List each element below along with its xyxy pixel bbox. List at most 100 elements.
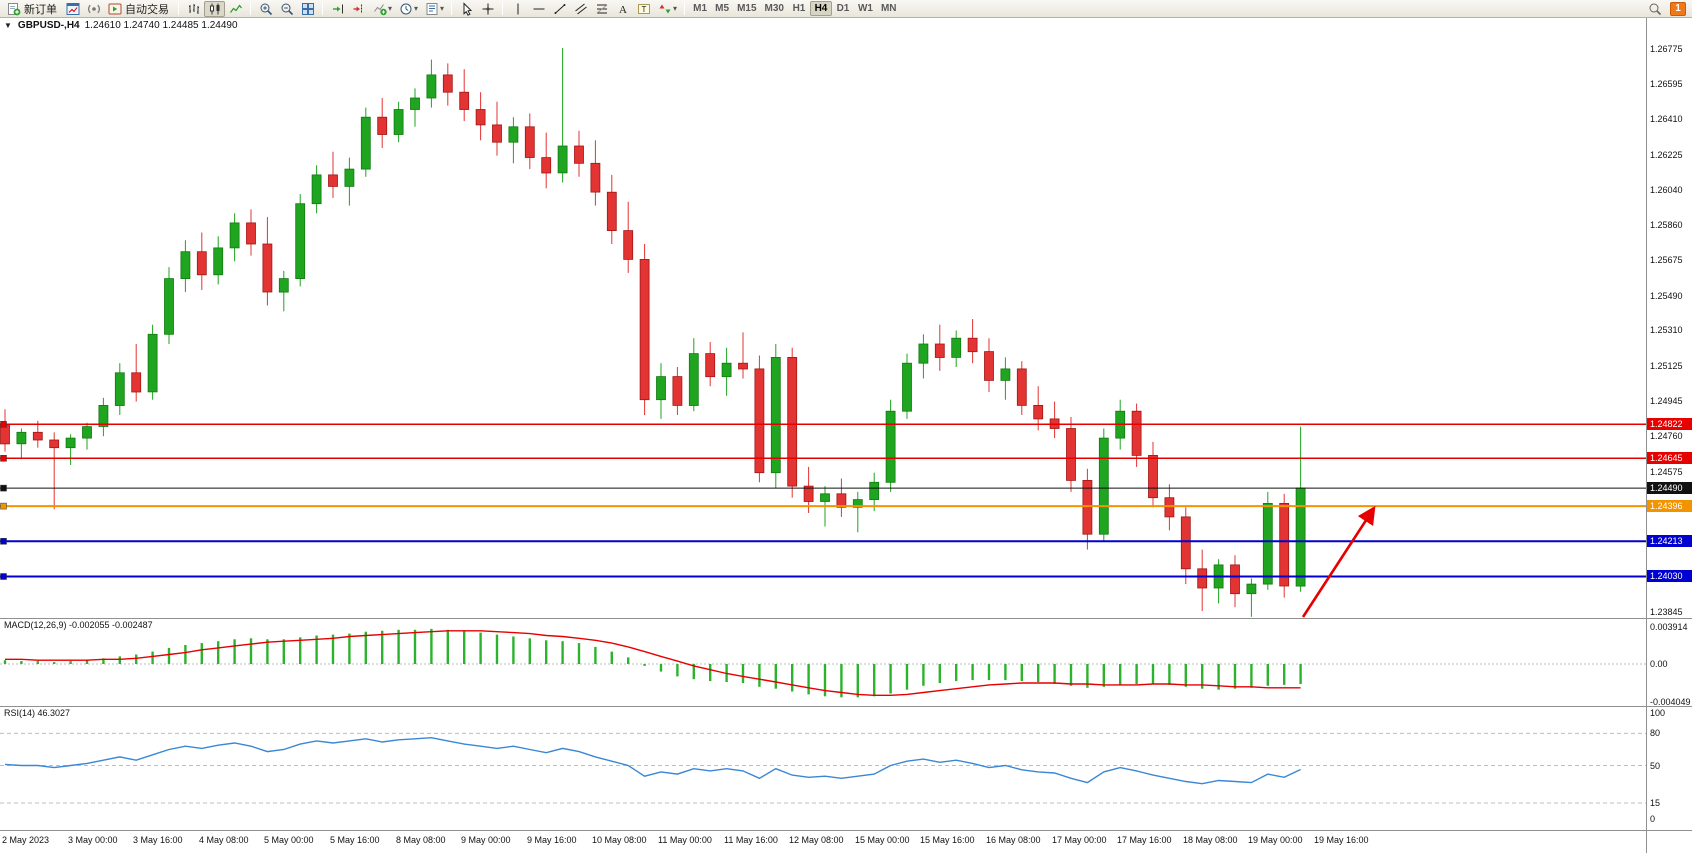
time-axis[interactable]: 2 May 2023 3 May 00:00 3 May 16:00 4 May 08… [0, 831, 1692, 853]
svg-text:T: T [641, 4, 646, 13]
candlestick-chart-button[interactable] [204, 0, 225, 17]
price-line-badge: 1.24213 [1647, 535, 1692, 547]
tile-windows-button[interactable] [297, 1, 318, 17]
trendline-button[interactable] [549, 1, 570, 17]
tf-h4-button[interactable]: H4 [809, 1, 832, 16]
tf-m15-button[interactable]: M15 [733, 1, 760, 16]
dropdown-arrow-icon: ▾ [414, 4, 419, 13]
macd-axis[interactable]: 0.003914 0.00 -0.004049 [1646, 619, 1692, 707]
new-order-button[interactable]: 新订单 [3, 1, 62, 17]
search-button[interactable] [1644, 1, 1665, 17]
vertical-line-icon [510, 2, 525, 16]
bar-chart-button[interactable] [183, 1, 204, 17]
shapes-icon [657, 2, 672, 16]
time-axis-label: 2 May 2023 [2, 835, 50, 845]
price-axis-label: 1.23845 [1650, 607, 1683, 617]
time-axis-label: 3 May 00:00 [68, 835, 118, 845]
charts-button[interactable] [62, 1, 83, 17]
horizontal-line-button[interactable] [528, 1, 549, 17]
time-axis-label: 19 May 16:00 [1314, 835, 1369, 845]
price-axis-label: 1.26595 [1650, 79, 1683, 89]
arrows-button[interactable]: ▾ [654, 1, 680, 17]
experts-button[interactable] [83, 1, 104, 17]
toolbar-separator [502, 2, 504, 15]
channel-button[interactable] [570, 1, 591, 17]
tile-windows-icon [300, 2, 315, 16]
toolbar-separator [684, 2, 686, 15]
text-icon: A [615, 2, 630, 16]
tf-h1-button-label: H1 [792, 3, 806, 14]
time-axis-label: 9 May 16:00 [527, 835, 577, 845]
text-label-icon: T [636, 2, 651, 16]
tf-mn-button[interactable]: MN [877, 1, 901, 16]
price-axis[interactable]: 1.26775 1.26595 1.26410 1.26225 1.26040 1.258… [1646, 18, 1692, 618]
tf-m5-button-label: M5 [715, 3, 730, 14]
time-axis-corner [1646, 831, 1692, 853]
macd-svg[interactable] [0, 619, 1646, 707]
chart-shift-button[interactable] [348, 1, 369, 17]
rsi-axis-label: 0 [1650, 814, 1656, 824]
zoom-in-button[interactable] [255, 1, 276, 17]
svg-text:A: A [619, 4, 627, 16]
macd-axis-label: 0.003914 [1650, 622, 1688, 632]
trendline-icon [552, 2, 567, 16]
time-axis-label: 5 May 16:00 [330, 835, 380, 845]
toolbar: 新订单 自动交易 ▾ ▾ ▾ A T ▾ M1 M5 M15 M30 H1 H4 D1 W1 MN 1 [0, 0, 1692, 18]
chart-ohlc-title: ▼ GBPUSD-,H4 1.24610 1.24740 1.24485 1.2… [4, 20, 238, 31]
time-axis-label: 3 May 16:00 [133, 835, 183, 845]
time-axis-label: 18 May 08:00 [1183, 835, 1238, 845]
text-label-button[interactable]: T [633, 1, 654, 17]
rsi-panel: RSI(14) 46.3027 100 80 50 15 0 [0, 707, 1692, 831]
price-axis-label: 1.25675 [1650, 255, 1683, 265]
autotrading-button[interactable]: 自动交易 [104, 1, 174, 17]
auto-scroll-button[interactable] [327, 1, 348, 17]
tf-m1-button[interactable]: M1 [689, 1, 711, 16]
tf-h1-button[interactable]: H1 [788, 1, 810, 16]
channel-icon [573, 2, 588, 16]
template-icon [424, 2, 439, 16]
templates-button[interactable]: ▾ [421, 1, 447, 17]
price-axis-label: 1.26775 [1650, 44, 1683, 54]
tf-m15-button-label: M15 [737, 3, 757, 14]
crosshair-button[interactable] [477, 1, 498, 17]
cursor-icon [459, 1, 474, 16]
rsi-axis[interactable]: 100 80 50 15 0 [1646, 707, 1692, 830]
rsi-axis-label: 80 [1650, 728, 1661, 738]
time-axis-label: 16 May 08:00 [986, 835, 1041, 845]
fibonacci-button[interactable] [591, 1, 612, 17]
tf-w1-button-label: W1 [857, 3, 873, 14]
time-axis-label: 11 May 16:00 [724, 835, 778, 845]
price-chart-svg[interactable] [0, 18, 1646, 619]
new-order-button-label: 新订单 [24, 3, 57, 16]
tf-d1-button-label: D1 [836, 3, 850, 14]
tf-w1-button[interactable]: W1 [854, 1, 877, 16]
tf-m30-button[interactable]: M30 [761, 1, 788, 16]
time-axis-label: 4 May 08:00 [199, 835, 249, 845]
price-axis-label: 1.26040 [1650, 185, 1683, 195]
line-chart-button[interactable] [225, 1, 246, 17]
notification-badge[interactable]: 1 [1670, 1, 1686, 16]
price-line-badge: 1.24490 [1647, 482, 1692, 494]
zoom-out-icon [279, 2, 294, 16]
tf-m5-button[interactable]: M5 [711, 1, 733, 16]
tf-d1-button[interactable]: D1 [832, 1, 854, 16]
autotrading-button-label: 自动交易 [125, 3, 169, 16]
new-order-icon [6, 2, 21, 16]
text-button[interactable]: A [612, 1, 633, 17]
zoom-out-button[interactable] [276, 1, 297, 17]
ohlc-values: 1.24610 1.24740 1.24485 1.24490 [84, 20, 238, 31]
price-line-badge: 1.24645 [1647, 452, 1692, 464]
candlestick-icon [207, 2, 222, 16]
fibonacci-icon [594, 2, 609, 16]
periods-button[interactable]: ▾ [395, 1, 421, 17]
toolbar-separator [451, 2, 453, 15]
indicators-button[interactable]: ▾ [369, 1, 395, 17]
price-axis-label: 1.26225 [1650, 150, 1683, 160]
chart-window-icon [65, 2, 80, 16]
cursor-button[interactable] [456, 1, 477, 17]
rsi-svg[interactable] [0, 707, 1646, 831]
autotrading-icon [107, 2, 122, 16]
vertical-line-button[interactable] [507, 1, 528, 17]
time-axis-label: 5 May 00:00 [264, 835, 314, 845]
price-panel: ▼ GBPUSD-,H4 1.24610 1.24740 1.24485 1.2… [0, 18, 1692, 619]
